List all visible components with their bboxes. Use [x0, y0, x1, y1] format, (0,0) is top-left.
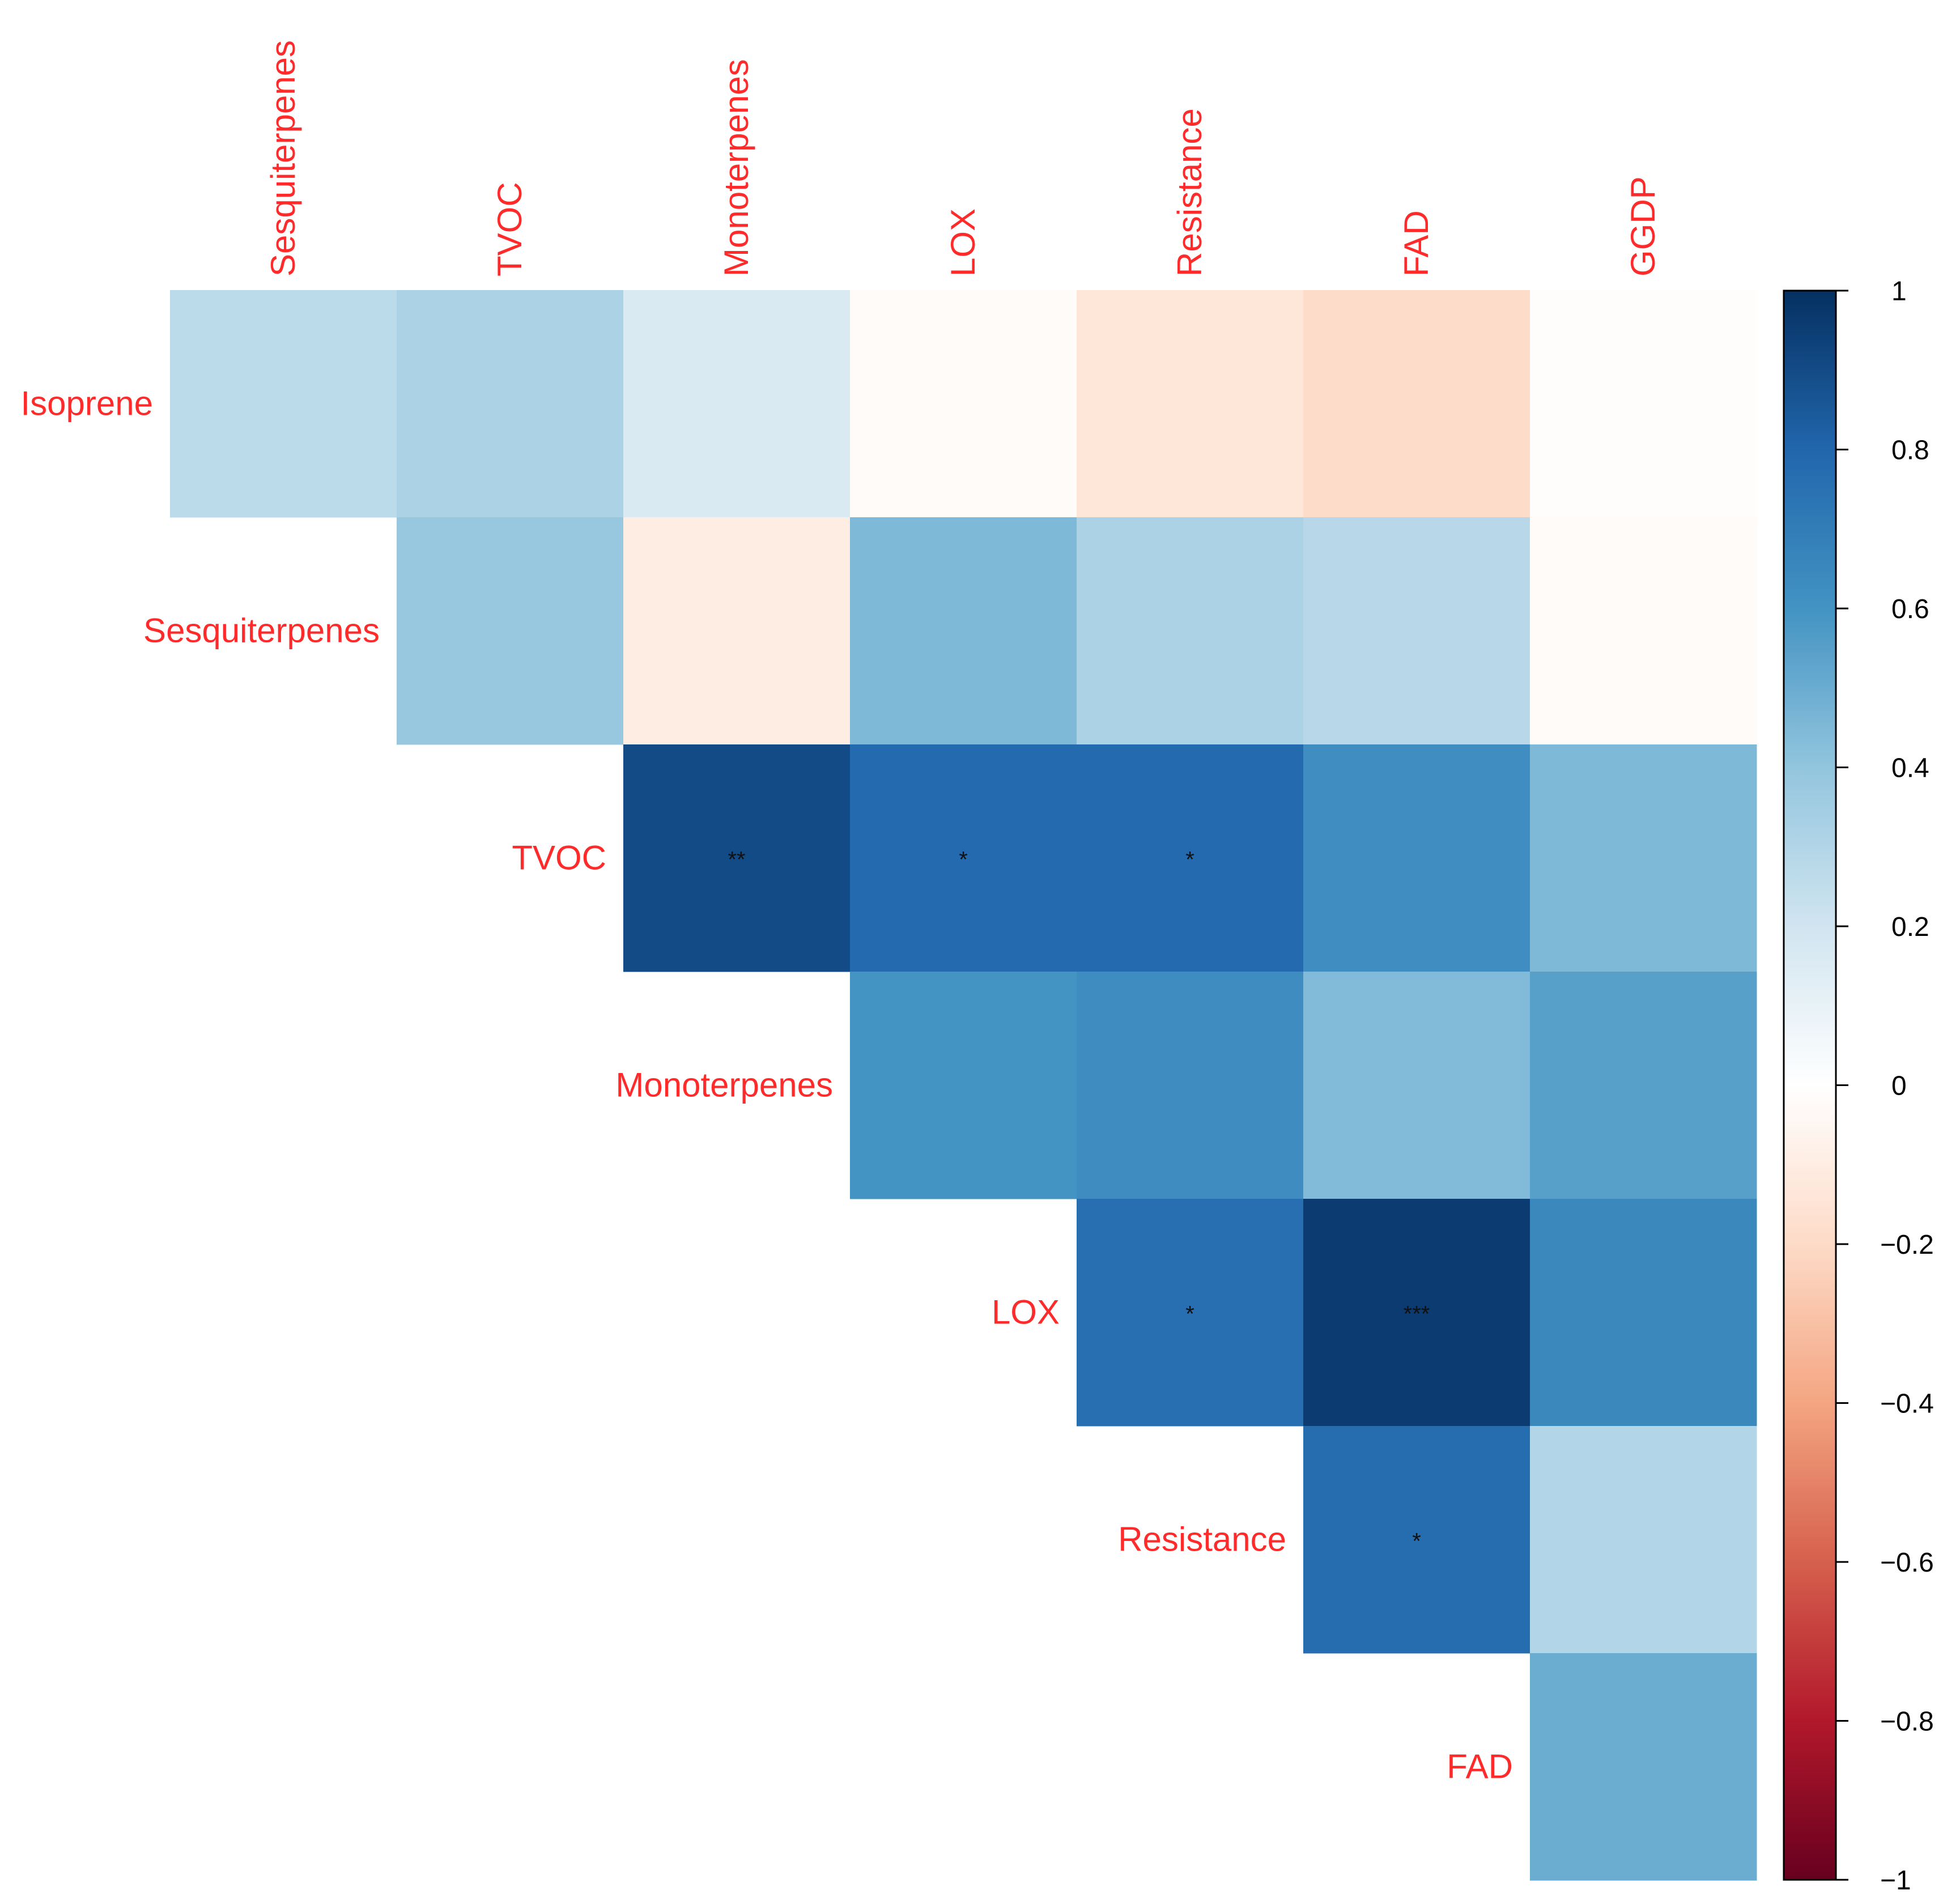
col-label-fad: FAD: [1397, 210, 1435, 276]
colorbar-tick-label: 0: [1891, 1071, 1907, 1101]
colorbar: 1 0.8 0.6 0.4 0.2 0 −0.2 −0.4 −0.6 −0.8 −1: [1783, 276, 1934, 1896]
cell-resistance-fad: [1303, 1426, 1530, 1654]
col-label-lox: LOX: [944, 208, 982, 276]
cell-tvoc-fad: [1303, 744, 1530, 972]
cell-isoprene-sesquiterpenes: [170, 290, 397, 518]
cell-sesquiterpenes-ggdp: [1530, 517, 1757, 745]
cell-sesquiterpenes-fad: [1303, 517, 1530, 745]
colorbar-tick-label: 0.2: [1891, 912, 1929, 942]
cell-monoterpenes-ggdp: [1530, 972, 1757, 1199]
cell-isoprene-ggdp: [1530, 290, 1757, 518]
cell-monoterpenes-lox: [850, 972, 1077, 1199]
cell-tvoc-ggdp: [1530, 744, 1757, 972]
cell-resistance-ggdp: [1530, 1426, 1757, 1654]
sig-lox-fad: ***: [1404, 1302, 1430, 1327]
colorbar-tick-label: 0.6: [1891, 594, 1929, 624]
cell-sesquiterpenes-lox: [850, 517, 1077, 745]
sig-resistance-fad: *: [1412, 1529, 1421, 1554]
col-label-ggdp: GGDP: [1624, 176, 1662, 276]
cell-monoterpenes-fad: [1303, 972, 1530, 1199]
sig-tvoc-resistance: *: [1185, 848, 1194, 872]
significance-marks: ** * ** ****: [728, 848, 1430, 1554]
cell-isoprene-tvoc: [397, 290, 624, 518]
colorbar-tick-label: 0.4: [1891, 753, 1929, 784]
row-label-sesquiterpenes: Sesquiterpenes: [143, 612, 380, 650]
cell-monoterpenes-resistance: [1077, 972, 1304, 1199]
row-label-fad: FAD: [1447, 1748, 1513, 1786]
cell-sesquiterpenes-resistance: [1077, 517, 1304, 745]
row-label-monoterpenes: Monoterpenes: [615, 1066, 833, 1104]
sig-tvoc-lox: *: [959, 848, 968, 872]
row-label-isoprene: Isoprene: [21, 385, 154, 423]
col-label-sesquiterpenes: Sesquiterpenes: [264, 40, 302, 276]
colorbar-tick-label: −0.4: [1880, 1389, 1934, 1419]
cell-sesquiterpenes-monoterpenes: [623, 517, 851, 745]
sig-tvoc-monoterpenes: **: [728, 848, 745, 872]
cell-tvoc-resistance: [1077, 744, 1304, 972]
cell-isoprene-lox: [850, 290, 1077, 518]
cell-tvoc-monoterpenes: [623, 744, 851, 972]
colorbar-tick-label: −0.6: [1880, 1548, 1934, 1578]
row-label-tvoc: TVOC: [512, 839, 606, 877]
cell-lox-ggdp: [1530, 1199, 1757, 1427]
column-labels: Sesquiterpenes TVOC Monoterpenes LOX Resista…: [264, 40, 1662, 276]
col-label-resistance: Resistance: [1171, 108, 1209, 276]
cell-sesquiterpenes-tvoc: [397, 517, 624, 745]
col-label-tvoc: TVOC: [491, 182, 529, 276]
row-labels: Isoprene Sesquiterpenes TVOC Monoterpenes LO…: [21, 385, 1513, 1786]
row-label-lox: LOX: [992, 1293, 1060, 1331]
colorbar-tick-label: −1: [1880, 1866, 1911, 1896]
colorbar-tick-label: 0.8: [1891, 436, 1929, 466]
row-label-resistance: Resistance: [1118, 1521, 1286, 1559]
cell-isoprene-monoterpenes: [623, 290, 851, 518]
colorbar-tick-label: −0.8: [1880, 1707, 1934, 1737]
sig-lox-resistance: *: [1185, 1302, 1194, 1327]
cell-isoprene-fad: [1303, 290, 1530, 518]
cell-tvoc-lox: [850, 744, 1077, 972]
colorbar-gradient: [1783, 290, 1837, 1881]
cell-fad-ggdp: [1530, 1653, 1757, 1881]
colorbar-tick-label: −0.2: [1880, 1230, 1934, 1260]
cell-isoprene-resistance: [1077, 290, 1304, 518]
col-label-monoterpenes: Monoterpenes: [717, 59, 755, 276]
cell-lox-resistance: [1077, 1199, 1304, 1427]
heatmap-cells: [170, 290, 1757, 1881]
colorbar-tick-label: 1: [1891, 276, 1907, 306]
cell-lox-fad: [1303, 1199, 1530, 1427]
